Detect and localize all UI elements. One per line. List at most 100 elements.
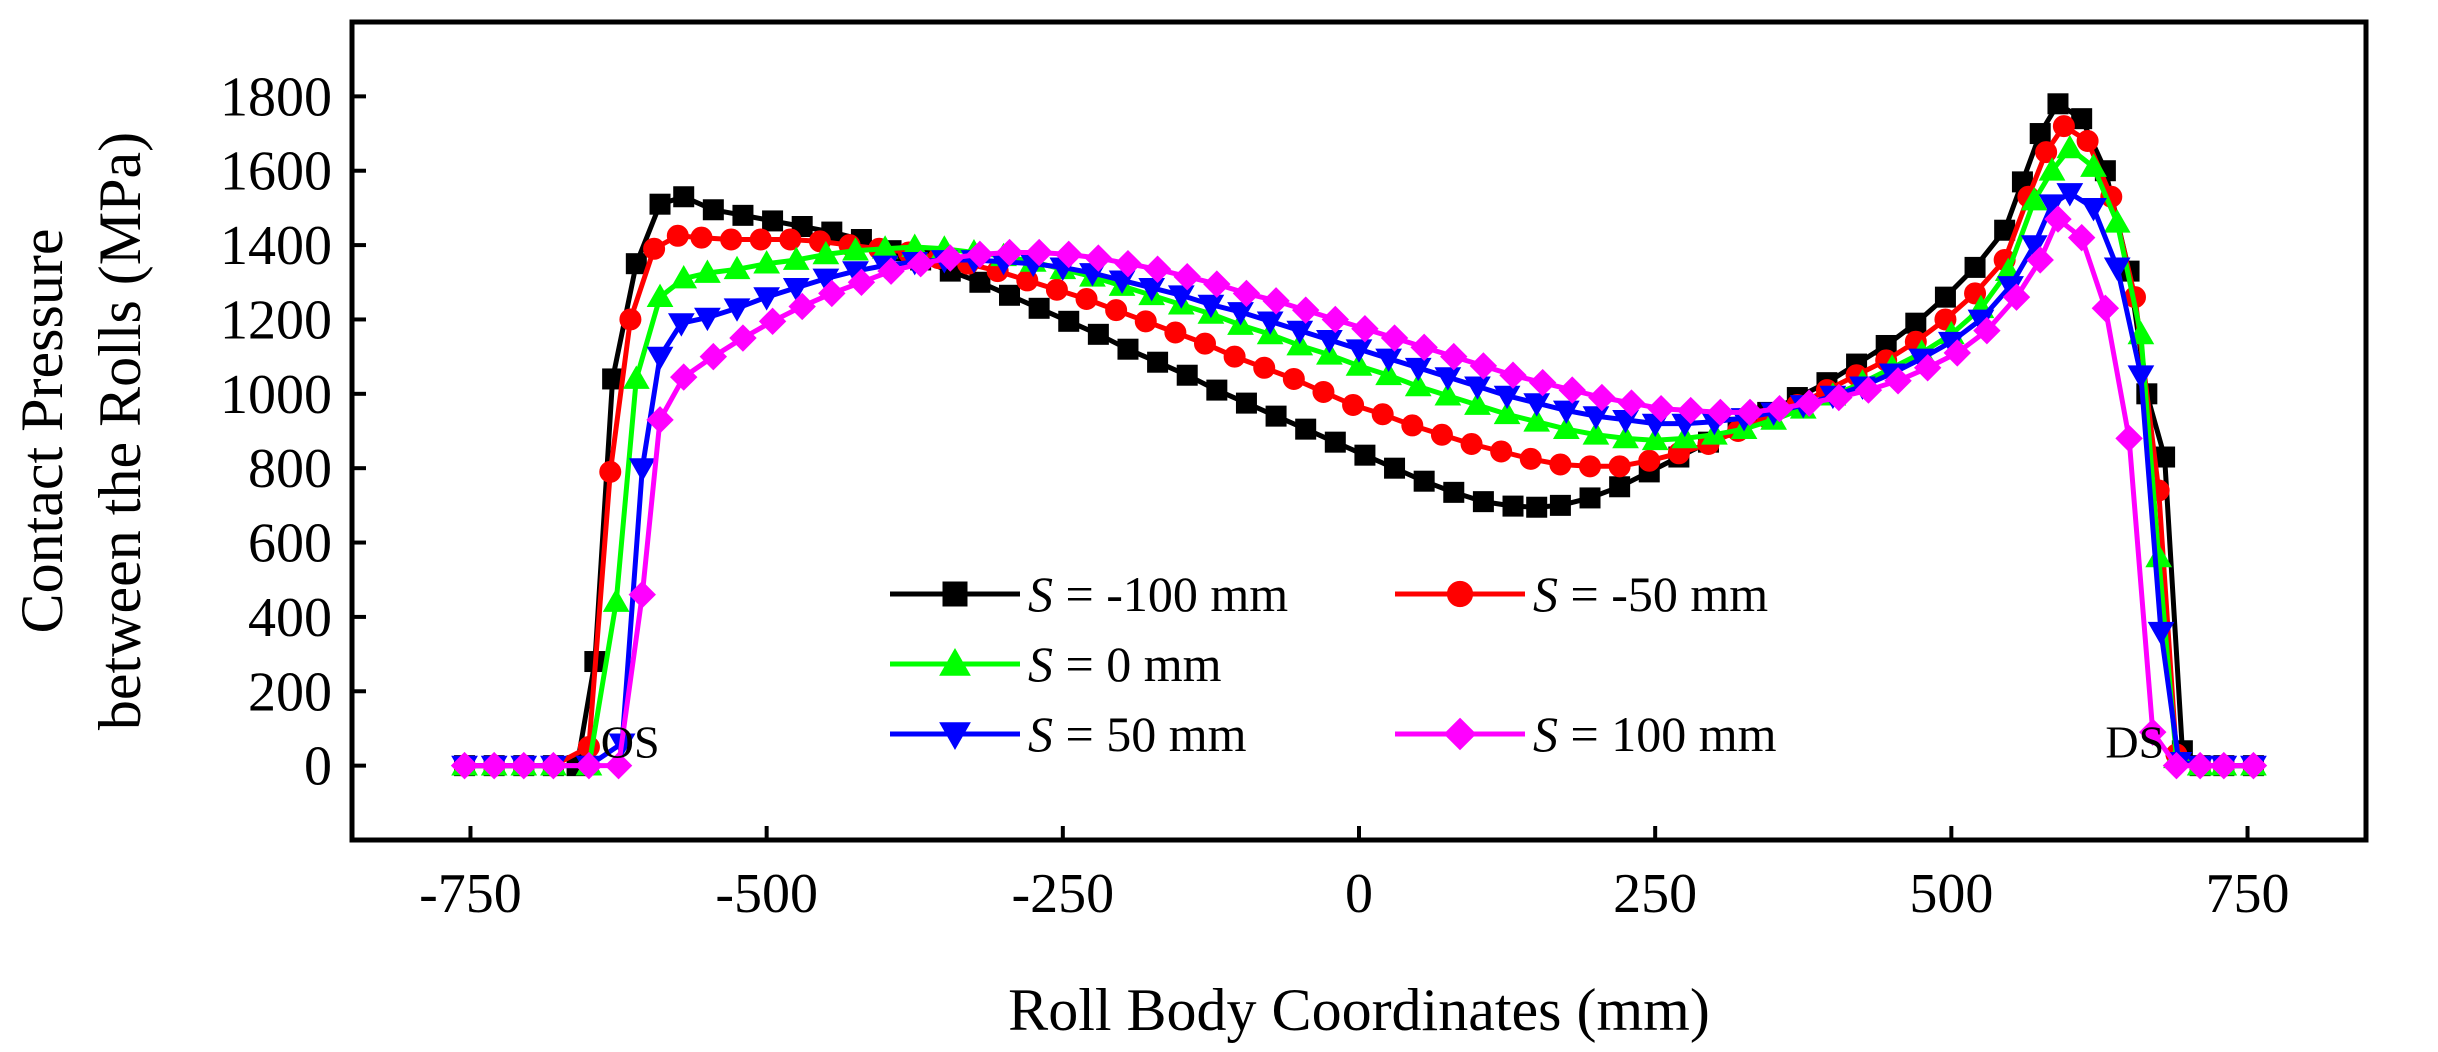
data-point [670, 265, 698, 289]
data-point [2035, 141, 2058, 164]
data-point [1143, 255, 1172, 283]
y-tick-label: 200 [248, 661, 332, 723]
x-tick-label: 250 [1613, 863, 1697, 925]
data-point [1502, 495, 1524, 517]
data-point [1765, 394, 1794, 423]
data-point [1526, 496, 1548, 518]
data-point [1105, 299, 1128, 322]
data-point [1351, 315, 1379, 343]
data-point [723, 255, 751, 280]
data-point [1552, 415, 1580, 440]
data-point [720, 228, 743, 251]
data-point [936, 244, 964, 272]
y-tick-label: 600 [248, 513, 332, 575]
data-point [1499, 361, 1527, 389]
data-point [906, 249, 935, 278]
data-point [2026, 246, 2054, 274]
x-tick-label: -250 [1011, 863, 1114, 925]
data-point [2076, 129, 2099, 152]
data-point [1549, 453, 1572, 476]
data-point [628, 580, 656, 609]
data-point [2103, 209, 2131, 233]
data-point [782, 277, 810, 302]
data-point [625, 253, 647, 275]
data-point [1253, 356, 1276, 379]
data-point [1647, 394, 1675, 423]
data-point [2239, 751, 2268, 780]
data-point [877, 257, 905, 285]
data-point [599, 460, 622, 483]
data-point [1825, 383, 1853, 412]
data-point [1087, 323, 1109, 345]
series-line [464, 216, 2254, 769]
legend-item-3: S = 0 mm [890, 636, 1222, 692]
data-point [1638, 449, 1661, 472]
data-point [649, 193, 671, 215]
data-point [1913, 354, 1942, 382]
data-point [690, 226, 713, 249]
data-point [2029, 123, 2051, 145]
data-point [1549, 494, 1571, 516]
data-point [1371, 403, 1394, 426]
data-point [1375, 361, 1402, 386]
data-point [694, 259, 721, 283]
data-point [619, 308, 642, 331]
legend-marker [1443, 717, 1477, 751]
data-point [1291, 296, 1320, 324]
y-tick-label: 1400 [220, 215, 332, 277]
y-tick-label: 400 [248, 587, 332, 649]
data-point [510, 751, 538, 780]
legend-label: S = -50 mm [1533, 566, 1768, 622]
data-point [1579, 487, 1601, 509]
data-point [1410, 333, 1438, 362]
data-point [1434, 367, 1462, 391]
data-point [1114, 249, 1142, 278]
data-point [2147, 621, 2175, 646]
data-point [1934, 286, 1956, 308]
legend-marker [1446, 580, 1474, 608]
data-point [2052, 115, 2075, 138]
data-point [1058, 310, 1080, 332]
data-point [1905, 312, 1927, 334]
data-point [1493, 385, 1521, 410]
data-point [1321, 305, 1350, 334]
data-point [1075, 288, 1098, 311]
data-point [1464, 391, 1491, 415]
data-point [1677, 396, 1705, 425]
data-point [575, 751, 603, 780]
data-point [1375, 348, 1402, 373]
x-tick-label: -750 [419, 863, 522, 925]
data-point [1973, 316, 2001, 345]
data-point [1345, 352, 1373, 376]
data-point [1608, 455, 1631, 478]
y-tick-label: 0 [304, 736, 332, 798]
data-point [602, 588, 630, 612]
data-point [1354, 444, 1376, 466]
data-point [1609, 476, 1631, 498]
data-point [1472, 491, 1494, 513]
y-tick-label: 1200 [220, 289, 332, 351]
data-point [995, 238, 1024, 267]
data-point [622, 365, 650, 389]
data-point [2067, 223, 2096, 252]
legend-variable: S [1533, 566, 1558, 622]
data-point [2056, 134, 2084, 159]
data-point [1582, 406, 1610, 430]
data-point [749, 228, 772, 251]
legend-label: S = 0 mm [1028, 636, 1222, 692]
data-point [2080, 198, 2107, 222]
data-point [1025, 238, 1053, 267]
x-tick-label: 500 [1909, 863, 1993, 925]
legend-value: = 50 mm [1053, 706, 1247, 762]
legend-value: = 100 mm [1558, 706, 1777, 762]
data-point [2038, 157, 2066, 181]
data-point [1579, 455, 1602, 478]
data-point [2056, 183, 2084, 207]
data-point [666, 224, 689, 247]
data-point [1943, 339, 1971, 367]
data-point [1440, 342, 1468, 371]
data-point [1588, 383, 1616, 412]
x-tick-label: 750 [2206, 863, 2290, 925]
data-point [646, 283, 674, 308]
